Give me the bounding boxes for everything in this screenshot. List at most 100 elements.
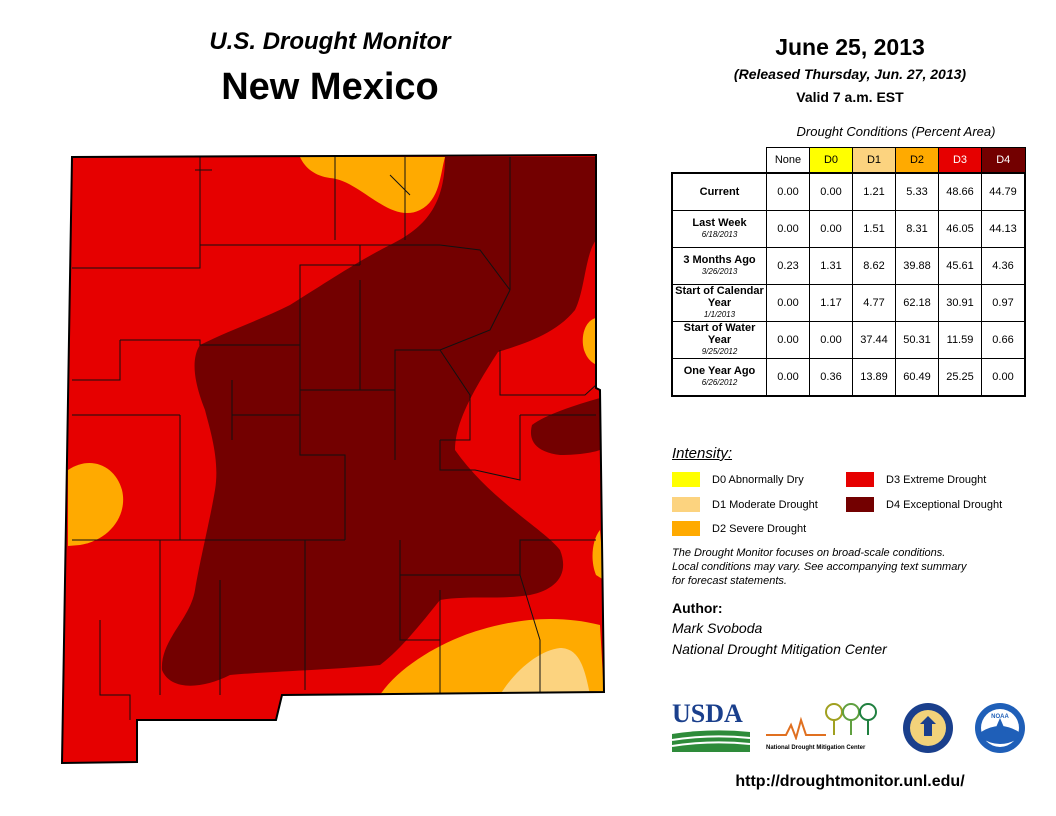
d1-moderate-area xyxy=(500,648,590,695)
author-name: Mark Svoboda xyxy=(672,620,763,636)
noaa-seal-icon xyxy=(975,703,1025,753)
table-cell: 5.33 xyxy=(895,172,939,211)
state-outline xyxy=(60,153,606,765)
row-label-text: Last Week xyxy=(692,217,747,229)
row-label: Start of Calendar Year 1/1/2013 xyxy=(671,284,767,322)
ndmc-logo: National Drought Mitigation Center xyxy=(766,700,886,755)
table-cell: 37.44 xyxy=(852,321,896,359)
legend-title: Intensity: xyxy=(672,445,733,462)
drought-conditions-table: None D0 D1 D2 D3 D4 Current 0.00 0.00 1.21 5… xyxy=(671,147,1026,397)
row-label: Last Week 6/18/2013 xyxy=(671,210,767,248)
table-cell: 11.59 xyxy=(938,321,982,359)
table-cell: 1.31 xyxy=(809,247,853,285)
legend-label-d2: D2 Severe Drought xyxy=(712,522,807,535)
legend-swatch-d3 xyxy=(846,472,874,487)
table-row: One Year Ago 6/26/2012 0.00 0.36 13.89 60.49 2… xyxy=(671,358,1026,397)
table-cell: 48.66 xyxy=(938,172,982,211)
row-date: 3/26/2013 xyxy=(701,267,738,276)
ndmc-trees-icon xyxy=(766,703,877,742)
table-caption: Drought Conditions (Percent Area) xyxy=(796,124,996,139)
table-cell: 0.00 xyxy=(981,358,1026,397)
table-cell: 0.00 xyxy=(809,172,853,211)
county-boundaries xyxy=(72,157,597,720)
legend-swatch-d2 xyxy=(672,521,700,536)
d2-severe-area-north xyxy=(300,157,445,214)
table-cell: 60.49 xyxy=(895,358,939,397)
col-header-d2: D2 xyxy=(895,147,939,174)
col-header-d3: D3 xyxy=(938,147,982,174)
col-header-d4: D4 xyxy=(981,147,1026,174)
legend-label-d1: D1 Moderate Drought xyxy=(712,498,818,511)
noaa-logo-text: NOAA xyxy=(991,714,1009,720)
map-date: June 25, 2013 xyxy=(775,34,925,60)
table-cell: 0.00 xyxy=(766,284,810,322)
drought-monitor-link[interactable]: http://droughtmonitor.unl.edu/ xyxy=(735,773,965,790)
row-label-text: Start of Calendar Year xyxy=(675,285,764,309)
col-header-d1: D1 xyxy=(852,147,896,174)
table-row: 3 Months Ago 3/26/2013 0.23 1.31 8.62 39.88 45… xyxy=(671,247,1026,285)
table-cell: 44.13 xyxy=(981,210,1026,248)
row-label-text: 3 Months Ago xyxy=(683,254,756,266)
release-date: (Released Thursday, Jun. 27, 2013) xyxy=(733,66,967,82)
legend-item-d4: D4 Exceptional Drought xyxy=(846,497,1002,512)
table-cell: 0.00 xyxy=(809,210,853,248)
usda-field-icon xyxy=(671,728,751,752)
table-cell: 0.00 xyxy=(766,172,810,211)
new-mexico-drought-map xyxy=(60,153,606,765)
legend-label-d4: D4 Exceptional Drought xyxy=(886,498,1003,511)
d4-exceptional-area-main xyxy=(161,157,597,686)
row-label-text: Start of Water Year xyxy=(683,322,756,346)
table-cell: 30.91 xyxy=(938,284,982,322)
row-date: 6/26/2012 xyxy=(701,378,738,387)
noaa-logo: NOAA xyxy=(974,702,1026,754)
legend-swatch-d1 xyxy=(672,497,700,512)
legend-swatch-d0 xyxy=(672,472,700,487)
legend-label-d3: D3 Extreme Drought xyxy=(886,473,987,486)
d4-exceptional-area-east xyxy=(530,398,600,455)
table-row: Start of Calendar Year 1/1/2013 0.00 1.17 4.… xyxy=(671,284,1026,322)
note-line-2: Local conditions may vary. See accompany… xyxy=(672,561,967,573)
table-cell: 0.36 xyxy=(809,358,853,397)
table-row: Last Week 6/18/2013 0.00 0.00 1.51 8.31 46.05 4… xyxy=(671,210,1026,248)
d2-severe-area-east2 xyxy=(592,530,604,580)
author-label: Author: xyxy=(672,600,723,616)
table-cell: 0.00 xyxy=(766,210,810,248)
ndmc-logo-text: National Drought Mitigation Center xyxy=(766,745,866,751)
legend-swatch-d4 xyxy=(846,497,874,512)
table-cell: 1.17 xyxy=(809,284,853,322)
disclaimer-note: The Drought Monitor focuses on broad-sca… xyxy=(672,546,1032,588)
legend-item-d0: D0 Abnormally Dry xyxy=(672,472,804,487)
table-cell: 1.51 xyxy=(852,210,896,248)
table-cell: 44.79 xyxy=(981,172,1026,211)
row-label-text: Current xyxy=(699,186,740,198)
row-label: 3 Months Ago 3/26/2013 xyxy=(671,247,767,285)
row-date: 6/18/2013 xyxy=(701,230,738,239)
table-cell: 0.00 xyxy=(766,358,810,397)
note-line-1: The Drought Monitor focuses on broad-sca… xyxy=(672,547,946,559)
d2-severe-area-west xyxy=(68,462,124,546)
valid-time: Valid 7 a.m. EST xyxy=(796,89,904,105)
row-label: One Year Ago 6/26/2012 xyxy=(671,358,767,397)
table-cell: 8.62 xyxy=(852,247,896,285)
table-cell: 0.23 xyxy=(766,247,810,285)
legend-item-d3: D3 Extreme Drought xyxy=(846,472,986,487)
author-org: National Drought Mitigation Center xyxy=(672,641,887,657)
table-cell: 13.89 xyxy=(852,358,896,397)
table-cell: 62.18 xyxy=(895,284,939,322)
table-cell: 4.77 xyxy=(852,284,896,322)
table-cell: 45.61 xyxy=(938,247,982,285)
monitor-title: U.S. Drought Monitor xyxy=(209,28,451,55)
table-cell: 4.36 xyxy=(981,247,1026,285)
note-line-3: for forecast statements. xyxy=(672,575,787,587)
table-cell: 0.66 xyxy=(981,321,1026,359)
row-date: 1/1/2013 xyxy=(703,310,736,319)
col-header-none: None xyxy=(766,147,810,174)
row-label-text: One Year Ago xyxy=(683,365,756,377)
row-date: 9/25/2012 xyxy=(701,347,738,356)
table-cell: 39.88 xyxy=(895,247,939,285)
table-cell: 25.25 xyxy=(938,358,982,397)
table-cell: 0.00 xyxy=(766,321,810,359)
table-cell: 0.97 xyxy=(981,284,1026,322)
legend-label-d0: D0 Abnormally Dry xyxy=(712,473,804,486)
table-cell: 50.31 xyxy=(895,321,939,359)
